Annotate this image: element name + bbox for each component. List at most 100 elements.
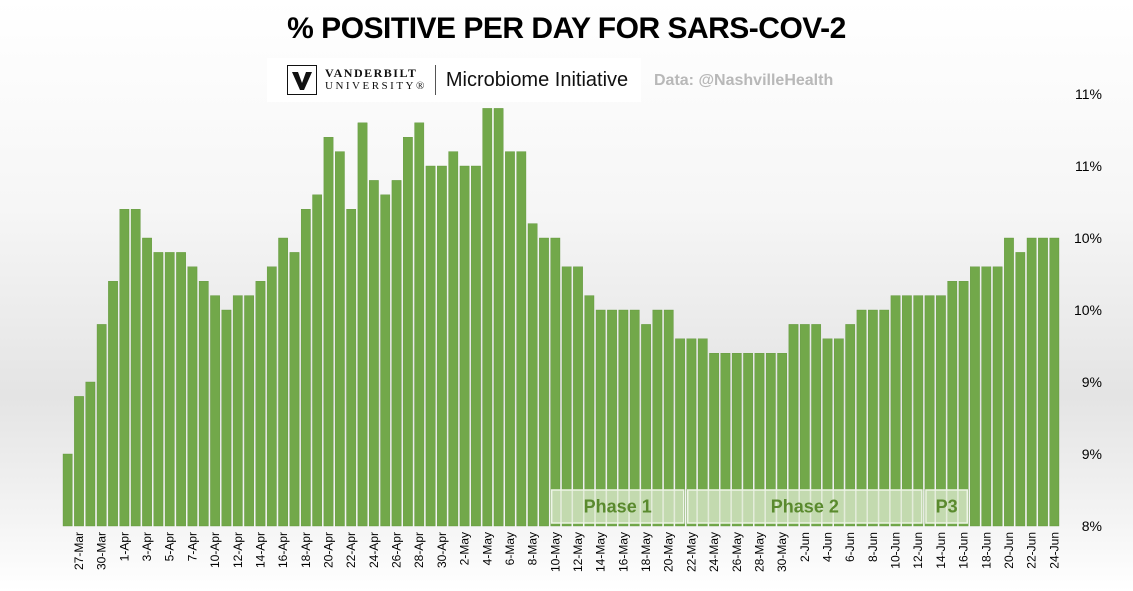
x-tick-label: 27-Mar: [72, 532, 86, 570]
x-tick-label: 24-May: [707, 532, 721, 572]
bar-1: [74, 396, 84, 527]
x-tick-label: 18-Jun: [979, 532, 993, 569]
x-tick-label: 14-May: [594, 532, 608, 572]
bar-17: [255, 281, 266, 527]
bar-37: [482, 108, 493, 527]
x-tick-label: 22-May: [684, 532, 698, 572]
bar-23: [323, 136, 334, 527]
x-tick-label: 16-May: [616, 532, 630, 572]
bar-74: [902, 295, 912, 527]
x-tick-label: 2-Jun: [798, 532, 812, 562]
bar-11: [187, 266, 198, 527]
bar-44: [561, 266, 572, 527]
x-tick-label: 22-Apr: [344, 532, 358, 568]
bar-86: [1038, 237, 1048, 527]
bar-72: [879, 309, 890, 527]
bar-51: [641, 324, 651, 527]
x-tick-label: 30-May: [775, 532, 789, 572]
x-tick-label: 7-Apr: [185, 532, 199, 561]
bar-29: [391, 180, 402, 527]
phase-label-0: Phase 1: [584, 497, 652, 517]
bar-42: [539, 237, 549, 527]
x-tick-label: 1-Apr: [117, 532, 131, 561]
x-tick-label: 5-Apr: [163, 532, 177, 561]
x-tick-label: 4-May: [480, 532, 494, 565]
bar-85: [1026, 237, 1037, 527]
phase-label-2: P3: [936, 497, 958, 517]
bar-9: [164, 252, 175, 527]
x-tick-label: 12-Jun: [911, 532, 925, 569]
bar-32: [425, 165, 436, 527]
y-tick-label: 8%: [1082, 518, 1102, 534]
bar-47: [595, 309, 606, 527]
x-tick-label: 20-May: [662, 532, 676, 572]
x-tick-label: 16-Jun: [957, 532, 971, 569]
data-source-label: Data: @NashvilleHealth: [654, 72, 834, 89]
y-tick-label: 11%: [1075, 86, 1102, 102]
bar-52: [652, 309, 663, 527]
bar-39: [505, 151, 515, 527]
bar-73: [890, 295, 901, 527]
bar-62: [765, 353, 776, 527]
bar-63: [777, 353, 788, 527]
bar-series: [62, 108, 1060, 527]
bar-83: [1004, 237, 1014, 527]
bar-19: [278, 237, 289, 527]
bar-4: [108, 281, 118, 527]
bar-87: [1049, 237, 1060, 527]
y-tick-label: 9%: [1082, 446, 1102, 462]
university-wordmark: VANDERBILT UNIVERSITY®: [325, 67, 427, 93]
x-tick-label: 18-May: [639, 532, 653, 572]
university-line-2: UNIVERSITY®: [325, 80, 427, 92]
bar-8: [153, 252, 164, 527]
bar-66: [811, 324, 822, 527]
bar-50: [629, 309, 640, 527]
y-tick-label: 10%: [1074, 230, 1102, 246]
bar-38: [493, 108, 504, 527]
bar-77: [936, 295, 946, 527]
bar-60: [743, 353, 753, 527]
bar-22: [312, 194, 323, 527]
university-line-1: VANDERBILT: [325, 66, 418, 80]
bar-40: [516, 151, 527, 527]
phase-box-0: [550, 489, 685, 524]
bar-45: [573, 266, 583, 527]
bar-24: [335, 151, 345, 527]
phase-label-1: Phase 2: [771, 497, 839, 517]
x-tick-label: 20-Jun: [1002, 532, 1016, 569]
y-tick-label: 10%: [1074, 302, 1102, 318]
x-tick-label: 16-Apr: [276, 532, 290, 568]
bar-78: [947, 281, 958, 527]
bar-76: [924, 295, 935, 527]
logo-divider: [434, 65, 436, 95]
bar-25: [346, 208, 357, 527]
bar-57: [709, 353, 719, 527]
x-axis: 27-Mar 30-Mar 1-Apr 3-Apr 5-Apr 7-Apr 10-Apr 12…: [72, 532, 1061, 572]
x-tick-label: 10-Jun: [889, 532, 903, 569]
bar-6: [130, 208, 141, 527]
bar-41: [527, 223, 538, 527]
bar-13: [210, 295, 220, 527]
x-tick-label: 12-Apr: [231, 532, 245, 568]
bar-14: [221, 309, 232, 527]
bar-64: [788, 324, 799, 527]
x-tick-label: 30-Mar: [95, 532, 109, 570]
bar-35: [459, 165, 470, 527]
x-tick-label: 2-May: [458, 532, 472, 565]
x-tick-label: 14-Jun: [934, 532, 948, 569]
x-tick-label: 6-May: [503, 532, 517, 565]
bar-43: [550, 237, 561, 527]
bar-70: [856, 309, 867, 527]
bar-61: [754, 353, 765, 527]
bar-46: [584, 295, 595, 527]
bar-48: [607, 309, 617, 527]
bar-28: [380, 194, 391, 527]
bar-26: [357, 122, 368, 527]
bar-18: [266, 266, 277, 527]
x-tick-label: 14-Apr: [253, 532, 267, 568]
bar-80: [970, 266, 980, 527]
initiative-name: Microbiome Initiative: [445, 68, 629, 91]
x-tick-label: 10-May: [548, 532, 562, 572]
bar-34: [448, 151, 459, 527]
